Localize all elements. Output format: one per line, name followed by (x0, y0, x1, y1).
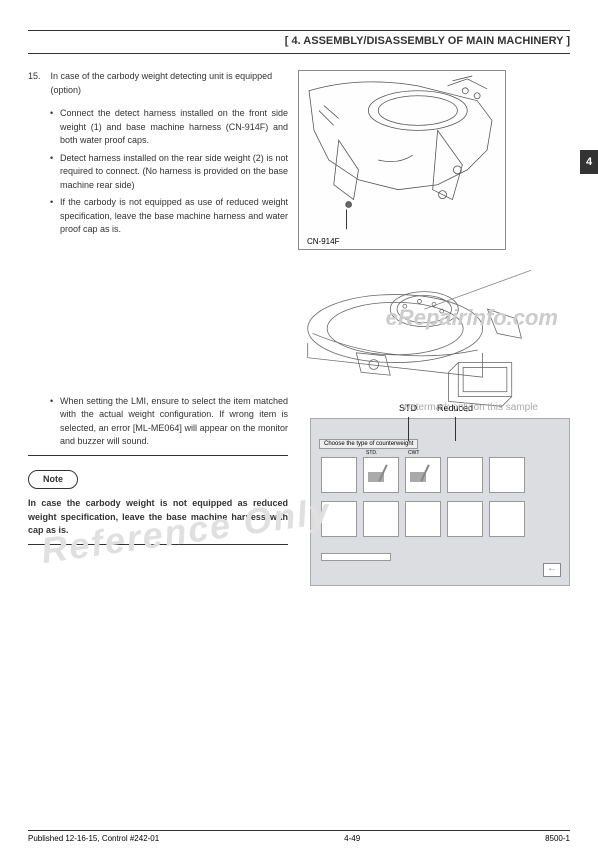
footer-left: Published 12-16-15, Control #242-01 (28, 834, 159, 843)
footer-right: 8500-1 (545, 834, 570, 843)
lmi-option[interactable]: CWT (405, 457, 441, 493)
list-item: • If the carbody is not equipped as use … (50, 196, 288, 237)
bullet-text: Connect the detect harness installed on … (60, 107, 288, 148)
bullet-text: If the carbody is not equipped as use of… (60, 196, 288, 237)
connector-label: CN-914F (307, 237, 339, 246)
lmi-option[interactable]: STD. (363, 457, 399, 493)
list-item: • Detect harness installed on the rear s… (50, 152, 288, 193)
watermark-sample: watermark only on this sample (403, 402, 538, 413)
side-tab: 4 (580, 150, 598, 174)
diagram-small: CN-914F (298, 70, 506, 250)
footer-center: 4-49 (344, 834, 360, 843)
note-label: Note (28, 470, 78, 490)
lmi-title: Choose the type of counterweight (319, 439, 418, 449)
footer: Published 12-16-15, Control #242-01 4-49… (28, 830, 570, 843)
lmi-option[interactable] (405, 501, 441, 537)
lmi-option[interactable] (489, 457, 525, 493)
lmi-option[interactable] (321, 457, 357, 493)
lmi-option[interactable] (489, 501, 525, 537)
note-text: In case the carbody weight is not equipp… (28, 497, 288, 538)
bullet-text: Detect harness installed on the rear sid… (60, 152, 288, 193)
back-icon[interactable] (543, 563, 561, 577)
step-intro: In case of the carbody weight detecting … (51, 70, 281, 97)
lmi-option[interactable] (321, 501, 357, 537)
section-title: [ 4. ASSEMBLY/DISASSEMBLY OF MAIN MACHIN… (28, 35, 570, 47)
lmi-option[interactable] (447, 501, 483, 537)
lmi-option[interactable] (447, 457, 483, 493)
lmi-panel: STD Reduced Choose the type of counterwe… (310, 418, 570, 586)
lmi-bullet-text: When setting the LMI, ensure to select t… (60, 395, 288, 449)
list-item: • When setting the LMI, ensure to select… (50, 395, 288, 449)
step-number: 15. (28, 70, 48, 84)
list-item: • Connect the detect harness installed o… (50, 107, 288, 148)
step-heading: 15. In case of the carbody weight detect… (28, 70, 288, 97)
lmi-option[interactable] (363, 501, 399, 537)
lmi-field (321, 553, 391, 561)
